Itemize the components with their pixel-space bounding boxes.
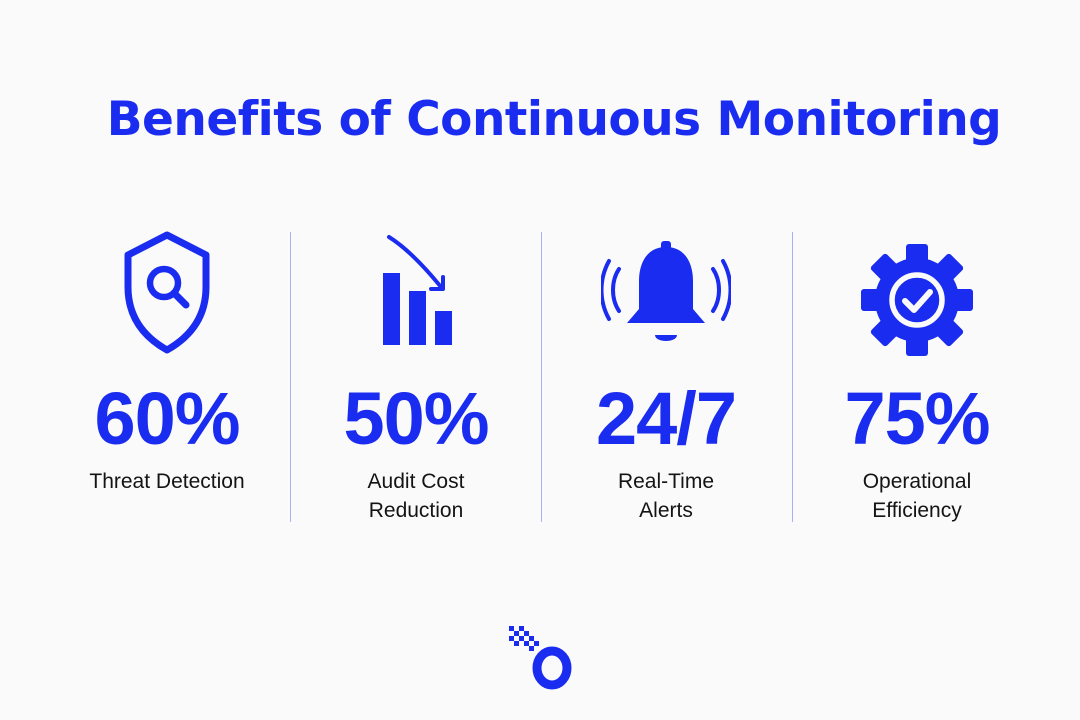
stat-value: 24/7 xyxy=(595,377,737,460)
ringing-bell-icon xyxy=(541,225,791,360)
stat-label-line: Real-Time xyxy=(617,470,715,493)
stat-label-line: Alerts xyxy=(639,499,693,522)
stat-value: 60% xyxy=(94,377,240,460)
stat-value: 75% xyxy=(844,377,990,460)
stat-label: Threat Detection xyxy=(42,467,292,496)
stat-value: 50% xyxy=(343,377,489,460)
gear-check-icon xyxy=(792,225,1042,360)
divider xyxy=(541,232,542,522)
stat-label: Audit Cost Reduction xyxy=(291,467,541,525)
stat-label-line: Audit Cost xyxy=(367,470,465,493)
divider xyxy=(290,232,291,522)
shield-search-icon xyxy=(42,225,292,360)
stat-label-line: Operational xyxy=(862,470,972,493)
stat-label-line: Efficiency xyxy=(872,499,962,522)
brand-logo-icon xyxy=(500,620,580,692)
stat-label: Real-Time Alerts xyxy=(541,467,791,525)
bar-chart-down-arrow-icon xyxy=(291,225,541,360)
page-title: Benefits of Continuous Monitoring xyxy=(106,92,1002,147)
stat-label-line: Threat Detection xyxy=(89,470,245,493)
stat-label-line: Reduction xyxy=(368,499,464,522)
stat-label: Operational Efficiency xyxy=(792,467,1042,525)
divider xyxy=(792,232,793,522)
